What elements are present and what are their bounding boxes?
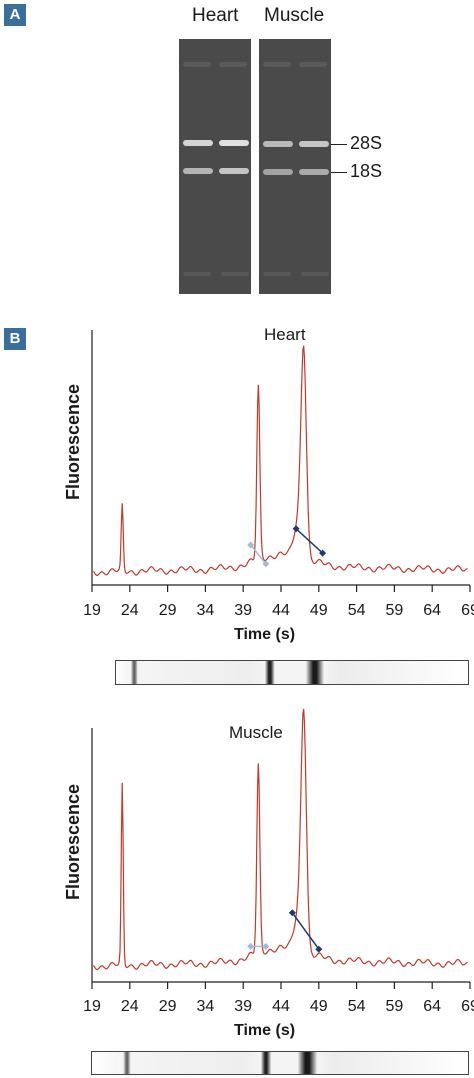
gel-well (219, 62, 247, 67)
x-tick-label: 59 (385, 998, 404, 1015)
x-tick-label: 39 (234, 998, 253, 1015)
x-tick-label: 29 (158, 998, 177, 1015)
gel-band-28s (183, 140, 213, 146)
x-axis-label-heart: Time (s) (234, 626, 296, 643)
gel-block-heart (179, 39, 251, 294)
peak-marker (247, 942, 255, 950)
x-tick-label: 24 (120, 602, 139, 619)
x-tick-label: 64 (423, 998, 442, 1015)
x-tick-label: 24 (120, 998, 139, 1015)
x-tick-label: 44 (272, 998, 290, 1015)
electropherogram-heart (91, 330, 471, 592)
gel-band-28s (299, 141, 329, 147)
gel-strip-heart (115, 660, 469, 685)
peak-marker (262, 942, 270, 950)
lane-label-heart: Heart (192, 5, 239, 26)
gel-band-18s (263, 169, 293, 175)
x-tick-label: 54 (347, 602, 366, 619)
band-label-18s: 18S (350, 161, 383, 181)
gel-band-28s (219, 140, 249, 146)
panel-b-tag: B (4, 328, 26, 350)
gel-band-low (263, 272, 291, 276)
x-tick-label: 34 (196, 998, 215, 1015)
peak-marker (288, 909, 296, 917)
peak-marker (262, 560, 270, 568)
gel-band-18s (299, 169, 329, 175)
panel-a-tag: A (4, 4, 26, 26)
fluorescence-trace (93, 708, 468, 971)
gel-well (299, 62, 327, 67)
peak-marker (247, 541, 255, 549)
gel-band-18s (219, 168, 249, 174)
gel-band-28s (263, 141, 293, 147)
gel-band-low (183, 272, 211, 276)
x-tick-label: 59 (385, 602, 404, 619)
gel-band-low (301, 272, 329, 276)
x-tick-label: 69 (461, 602, 474, 619)
baseline-segment-28s (295, 528, 324, 554)
gel-well (183, 62, 211, 67)
x-tick-label: 64 (423, 602, 442, 619)
x-tick-label: 29 (158, 602, 177, 619)
chart-title-muscle: Muscle (229, 723, 283, 742)
x-tick-label: 39 (234, 602, 253, 619)
gel-strip-muscle (91, 1051, 469, 1075)
baseline-segment-18s (250, 544, 267, 565)
fluorescence-trace (93, 345, 468, 577)
gel-well (263, 62, 291, 67)
x-tick-label: 49 (309, 602, 328, 619)
band-label-28s: 28S (350, 133, 383, 153)
gel-block-muscle (259, 39, 331, 294)
peak-marker (315, 945, 323, 953)
x-tick-label: 19 (83, 998, 101, 1015)
x-tick-label: 49 (309, 998, 328, 1015)
x-tick-label: 69 (461, 998, 474, 1015)
chart-title-heart: Heart (264, 325, 306, 344)
lane-label-muscle: Muscle (264, 5, 325, 26)
leader-line-18s (331, 172, 347, 173)
peak-marker (319, 549, 327, 557)
gel-band-low (221, 272, 249, 276)
x-tick-label: 54 (347, 998, 366, 1015)
x-tick-label: 44 (272, 602, 290, 619)
peak-marker (292, 525, 300, 533)
x-tick-label: 19 (83, 602, 101, 619)
x-axis-label-muscle: Time (s) (234, 1022, 296, 1039)
x-tick-label: 34 (196, 602, 215, 619)
gel-band-18s (183, 168, 213, 174)
baseline-segment-28s (291, 912, 320, 950)
leader-line-28s (331, 144, 347, 145)
